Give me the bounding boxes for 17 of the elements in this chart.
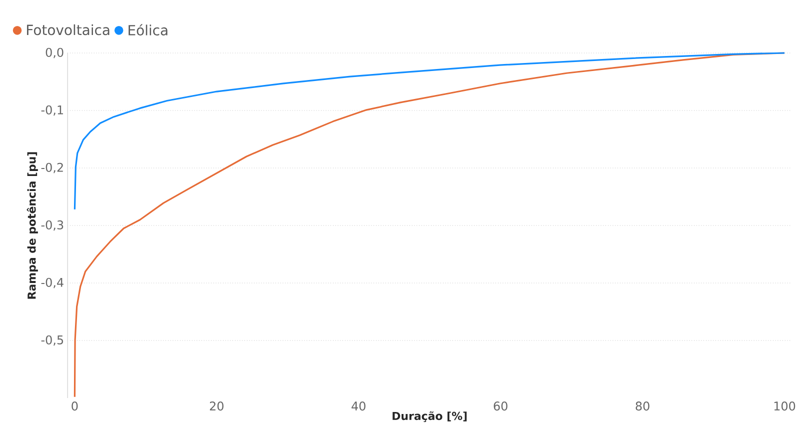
y-tick-label: -0,1 [41, 105, 63, 116]
x-tick-label: 20 [210, 402, 224, 411]
line-series [74, 52, 786, 210]
y-tick-label: -0,3 [41, 220, 64, 231]
x-axis-title: Duração [%] [392, 411, 467, 422]
y-tick-label: -0,4 [41, 278, 64, 288]
y-tick-label: -0,5 [41, 335, 64, 346]
legend-label: Fotovoltaica [27, 24, 110, 36]
y-tick-label: -0,2 [41, 162, 63, 174]
legend-label: Eólica [128, 24, 168, 36]
x-tick-label: 60 [494, 402, 508, 411]
x-tick-label: 40 [352, 402, 366, 411]
y-axis-title: Rampa de potência [pu] [26, 152, 38, 299]
x-tick-label: 80 [636, 402, 650, 411]
x-tick-label: 100 [774, 402, 796, 411]
y-tick-label: 0,0 [46, 48, 64, 58]
x-tick-label: 0 [72, 402, 78, 411]
